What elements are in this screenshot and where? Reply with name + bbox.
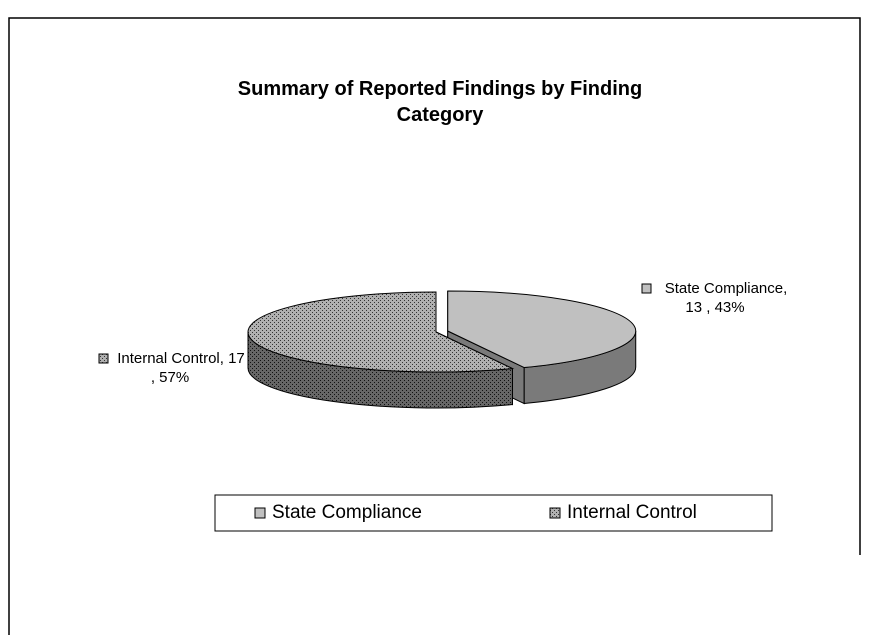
legend (214, 494, 773, 532)
legend-label: State Compliance (272, 502, 422, 523)
legend-key (254, 507, 266, 519)
data-label: State Compliance, 13 , 43% (664, 280, 788, 316)
slice (447, 290, 637, 369)
chart-title: Summary of Reported Findings by Finding … (237, 78, 643, 126)
data-label-key (641, 283, 652, 294)
data-label: Internal Control, 17 , 57% (117, 350, 245, 386)
frame (8, 17, 861, 635)
slice (247, 291, 515, 373)
legend-key (549, 507, 561, 519)
legend-label: Internal Control (567, 502, 697, 523)
data-label-key (98, 353, 109, 364)
